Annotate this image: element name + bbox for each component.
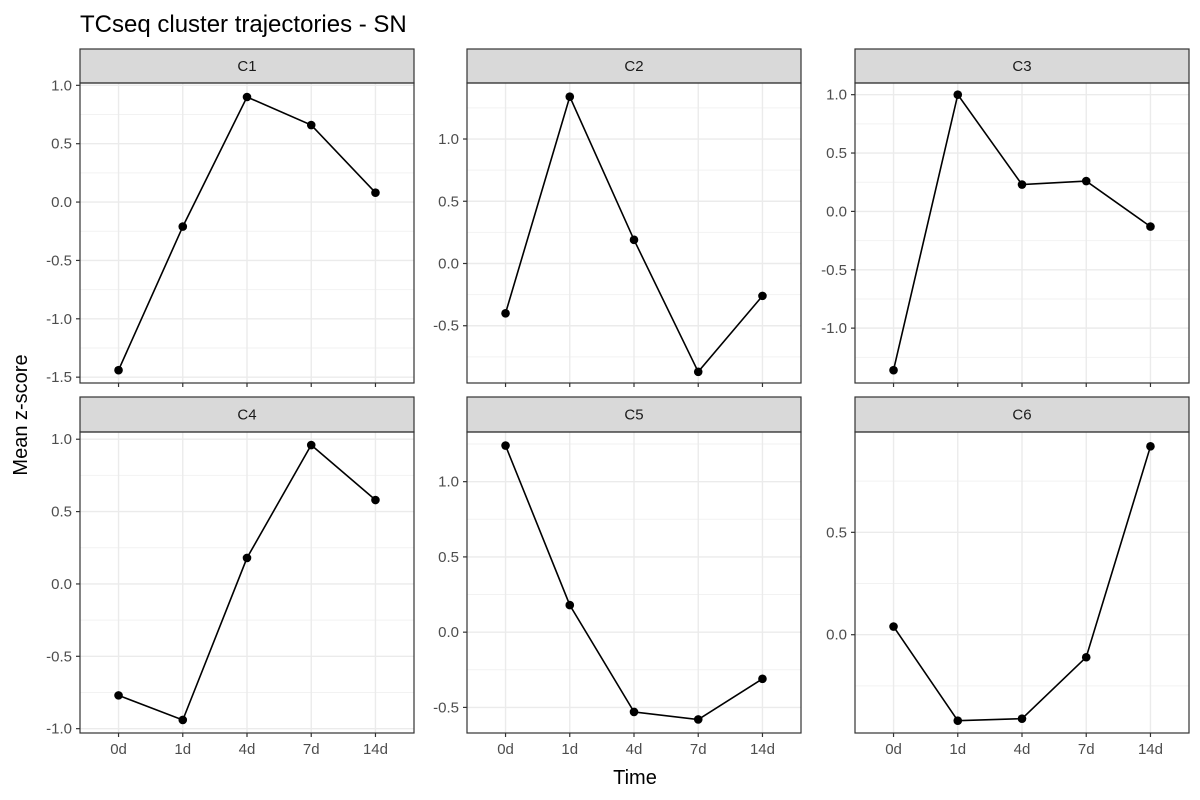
facet-panel-c2: C2 1.0 0.5 0.0 -0.5 [433, 48, 802, 387]
facet-strip [466, 396, 802, 433]
y-tick-label: 0.5 [438, 549, 459, 566]
y-tick-label: 0.5 [51, 504, 72, 521]
x-tick-label: 1d [561, 741, 578, 758]
data-point [501, 308, 510, 318]
x-tick-label: 7d [1078, 741, 1095, 758]
data-point [114, 691, 123, 700]
facet-strip-label: C2 [624, 58, 643, 75]
data-point [953, 90, 963, 99]
data-point [1017, 714, 1027, 723]
facet-grid: C11.00.50.0-0.5-1.0-1.5C21.00.50.0-0.5C3… [46, 48, 1190, 758]
facet-panel-c1: C1 1.0 0.5 0.0 -0.5 -1.0 -1.5 [46, 48, 415, 387]
facet-strip-label: C1 [237, 58, 256, 75]
x-tick-label: 14d [750, 741, 775, 758]
data-point [889, 622, 898, 631]
data-point [306, 440, 316, 450]
x-tick-label: 0d [497, 741, 514, 758]
facet-strip [79, 396, 415, 433]
y-tick-label: 1.0 [438, 474, 459, 491]
x-tick-label: 0d [110, 741, 127, 758]
data-point [629, 707, 639, 717]
y-tick-label: 0.0 [438, 255, 459, 272]
data-point [242, 553, 252, 563]
facet-strip [854, 48, 1190, 84]
y-tick-label: 0.0 [51, 576, 72, 593]
y-tick-label: 0.5 [51, 136, 72, 153]
y-tick-label: -0.5 [821, 262, 847, 279]
y-tick-label: 1.0 [826, 87, 847, 104]
facet-strip-label: C3 [1012, 58, 1031, 75]
data-point [242, 92, 252, 102]
data-point [371, 495, 380, 505]
data-point [371, 188, 380, 198]
y-tick-label: 0.0 [826, 627, 847, 644]
facet-strip [466, 48, 802, 84]
data-point [1081, 652, 1091, 662]
y-tick-label: -1.5 [46, 369, 72, 386]
x-axis-title: Time [613, 767, 657, 789]
y-tick-label: -0.5 [433, 699, 459, 716]
facet-strip-label: C5 [624, 407, 643, 424]
data-point [501, 441, 510, 450]
y-tick-label: 1.0 [51, 77, 72, 94]
facet-panel-c4: C4 1.0 0.5 0.0 -0.5 -1.0 0d 1d 4d 7d 14d [46, 396, 415, 758]
y-tick-label: -0.5 [46, 252, 72, 269]
data-point [629, 235, 639, 245]
y-tick-label: -0.5 [46, 648, 72, 665]
data-point [693, 715, 703, 724]
data-point [758, 674, 767, 684]
y-tick-label: 1.0 [51, 431, 72, 448]
x-tick-label: 4d [1014, 741, 1031, 758]
x-tick-label: 7d [690, 741, 707, 758]
x-tick-label: 4d [626, 741, 643, 758]
x-tick-label: 1d [949, 741, 966, 758]
data-point [114, 365, 123, 375]
x-tick-label: 14d [1138, 741, 1163, 758]
data-point [178, 222, 188, 231]
facet-strip-label: C4 [237, 407, 256, 424]
y-tick-label: -0.5 [433, 318, 459, 335]
x-tick-label: 0d [885, 741, 902, 758]
facet-strip-label: C6 [1012, 407, 1031, 424]
chart-title: TCseq cluster trajectories - SN [80, 11, 407, 38]
data-point [953, 716, 963, 726]
facet-panel-c6: C6 0.5 0.0 0d 1d 4d 7d 14d [826, 396, 1190, 758]
x-tick-label: 14d [363, 741, 388, 758]
data-point [1146, 222, 1155, 231]
y-tick-label: 0.5 [826, 145, 847, 162]
y-axis-title: Mean z-score [10, 354, 32, 475]
y-tick-label: -1.0 [46, 721, 72, 738]
data-point [758, 291, 767, 301]
facet-strip [79, 48, 415, 84]
y-tick-label: 0.0 [51, 194, 72, 211]
data-point [1017, 180, 1027, 189]
facet-panel-c5: C5 1.0 0.5 0.0 -0.5 0d 1d 4d 7d 14d [433, 396, 802, 758]
data-point [178, 715, 188, 725]
y-tick-label: 0.0 [438, 624, 459, 641]
y-tick-label: 1.0 [438, 131, 459, 148]
data-point [889, 365, 898, 375]
y-tick-label: 0.5 [826, 524, 847, 541]
data-point [1146, 442, 1155, 451]
y-tick-label: -1.0 [821, 320, 847, 337]
y-tick-label: -1.0 [46, 311, 72, 328]
data-point [565, 600, 575, 610]
data-point [693, 367, 703, 377]
x-tick-label: 7d [303, 741, 320, 758]
y-tick-label: 0.0 [826, 203, 847, 220]
y-tick-label: 0.5 [438, 193, 459, 210]
data-point [1081, 176, 1091, 186]
facet-panel-c3: C3 1.0 0.5 0.0 -0.5 -1.0 [821, 48, 1190, 387]
data-point [565, 92, 575, 101]
x-tick-label: 4d [239, 741, 256, 758]
data-point [306, 120, 316, 130]
x-tick-label: 1d [174, 741, 191, 758]
